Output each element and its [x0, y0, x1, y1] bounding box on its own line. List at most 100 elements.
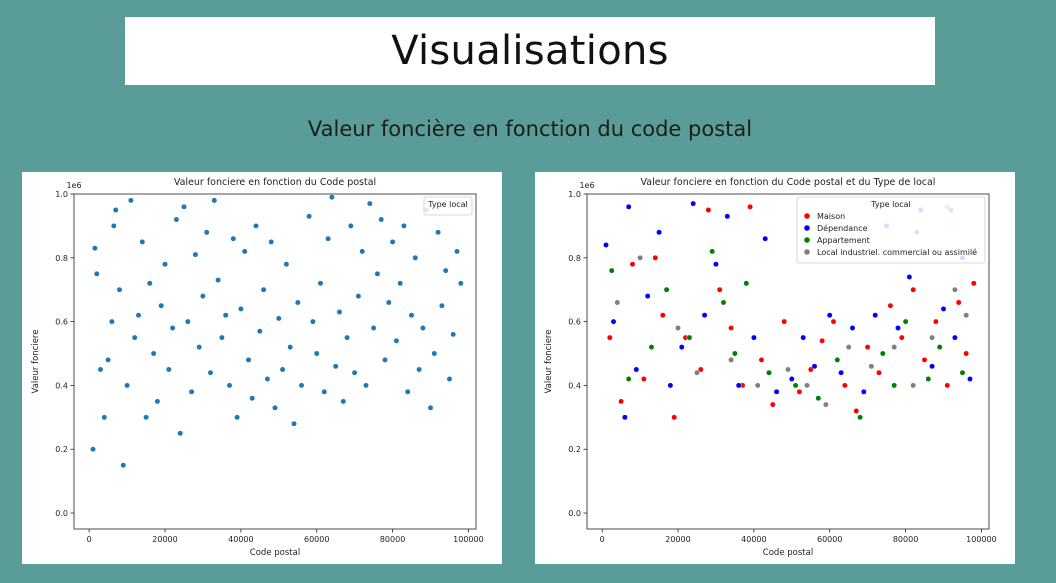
- data-point: [701, 312, 708, 319]
- data-point: [139, 238, 146, 245]
- scatter-chart-code-postal: Valeur fonciere en fonction du Code post…: [31, 177, 484, 558]
- data-point: [120, 462, 127, 469]
- data-point: [287, 344, 294, 351]
- y-tick-label: 0.4: [55, 381, 68, 390]
- data-point: [621, 414, 628, 421]
- data-point: [127, 197, 134, 204]
- data-point: [230, 235, 237, 242]
- data-point: [712, 261, 719, 268]
- data-point: [291, 420, 297, 427]
- data-point: [169, 325, 176, 331]
- data-point: [910, 286, 917, 293]
- x-axis-label: Code postal: [763, 548, 813, 558]
- data-point: [275, 315, 282, 322]
- x-tick-label: 60000: [817, 535, 842, 544]
- data-point: [743, 280, 750, 287]
- data-point: [328, 194, 335, 201]
- y-offset-label: 1e6: [579, 181, 594, 190]
- data-point: [108, 318, 115, 325]
- data-point: [959, 369, 966, 376]
- data-point: [116, 286, 123, 293]
- x-tick-label: 60000: [304, 535, 329, 544]
- data-point: [872, 312, 879, 319]
- data-point: [355, 293, 362, 300]
- data-point: [925, 376, 932, 382]
- data-point: [419, 325, 426, 331]
- data-point: [264, 376, 271, 382]
- data-point: [199, 293, 206, 300]
- data-point: [606, 334, 613, 341]
- page-subtitle: Valeur foncière en fonction du code post…: [307, 117, 753, 141]
- data-point: [450, 331, 457, 338]
- data-point: [887, 302, 894, 309]
- data-point: [222, 312, 229, 319]
- data-point: [785, 366, 791, 373]
- y-tick-label: 0.6: [55, 318, 68, 327]
- data-point: [633, 366, 640, 373]
- data-point: [929, 363, 936, 370]
- data-point: [325, 235, 332, 242]
- data-point: [663, 286, 670, 293]
- legend-marker: [804, 249, 810, 255]
- data-point: [279, 366, 286, 373]
- data-point: [317, 280, 324, 287]
- scatter-chart-code-postal-type-local: Valeur fonciere en fonction du Code post…: [544, 177, 997, 558]
- data-point: [853, 408, 860, 414]
- data-point: [438, 302, 445, 309]
- data-point: [879, 350, 886, 357]
- legend-marker: [804, 213, 810, 219]
- data-point: [332, 363, 339, 370]
- data-point: [625, 203, 632, 210]
- legend-entry: Dépendance: [817, 223, 868, 233]
- data-point: [363, 382, 369, 389]
- data-point: [446, 376, 453, 382]
- data-point: [272, 404, 278, 411]
- y-axis-label: Valeur fonciere: [31, 330, 41, 394]
- data-point: [207, 369, 214, 376]
- data-point: [374, 270, 381, 277]
- data-point: [667, 382, 674, 389]
- data-point: [819, 337, 826, 344]
- data-point: [97, 366, 104, 373]
- data-point: [656, 229, 663, 236]
- data-point: [951, 334, 958, 341]
- x-tick-label: 0: [87, 535, 92, 544]
- y-tick-label: 0.0: [568, 509, 581, 518]
- data-point: [344, 334, 351, 341]
- data-point: [735, 382, 742, 389]
- data-point: [245, 356, 252, 363]
- series-2: [608, 207, 966, 421]
- data-point: [769, 401, 776, 408]
- data-point: [389, 238, 396, 245]
- series-0: [606, 203, 977, 421]
- data-point: [792, 382, 799, 389]
- data-point: [412, 254, 419, 261]
- data-point: [306, 213, 313, 220]
- data-point: [868, 363, 875, 370]
- data-point: [932, 318, 939, 325]
- chart-title: Valeur fonciere en fonction du Code post…: [174, 177, 376, 188]
- x-tick-label: 40000: [228, 535, 253, 544]
- data-point: [408, 312, 415, 319]
- legend-marker: [804, 225, 810, 231]
- data-point: [321, 388, 328, 395]
- y-tick-label: 0.6: [568, 318, 581, 327]
- data-point: [610, 318, 617, 325]
- x-tick-label: 80000: [380, 535, 405, 544]
- y-offset-label: 1e6: [66, 181, 81, 190]
- data-point: [804, 382, 810, 389]
- data-point: [366, 200, 373, 207]
- data-point: [716, 286, 723, 293]
- y-tick-label: 0.0: [55, 509, 68, 518]
- page-title: Visualisations: [391, 28, 669, 74]
- data-point: [838, 369, 845, 376]
- data-point: [967, 376, 973, 382]
- legend: Type local: [423, 196, 473, 216]
- data-point: [359, 248, 366, 255]
- data-point: [686, 334, 693, 341]
- data-point: [830, 318, 837, 325]
- legend-marker: [804, 237, 810, 243]
- data-point: [146, 280, 153, 287]
- y-tick-label: 0.2: [568, 445, 581, 454]
- data-point: [397, 280, 404, 287]
